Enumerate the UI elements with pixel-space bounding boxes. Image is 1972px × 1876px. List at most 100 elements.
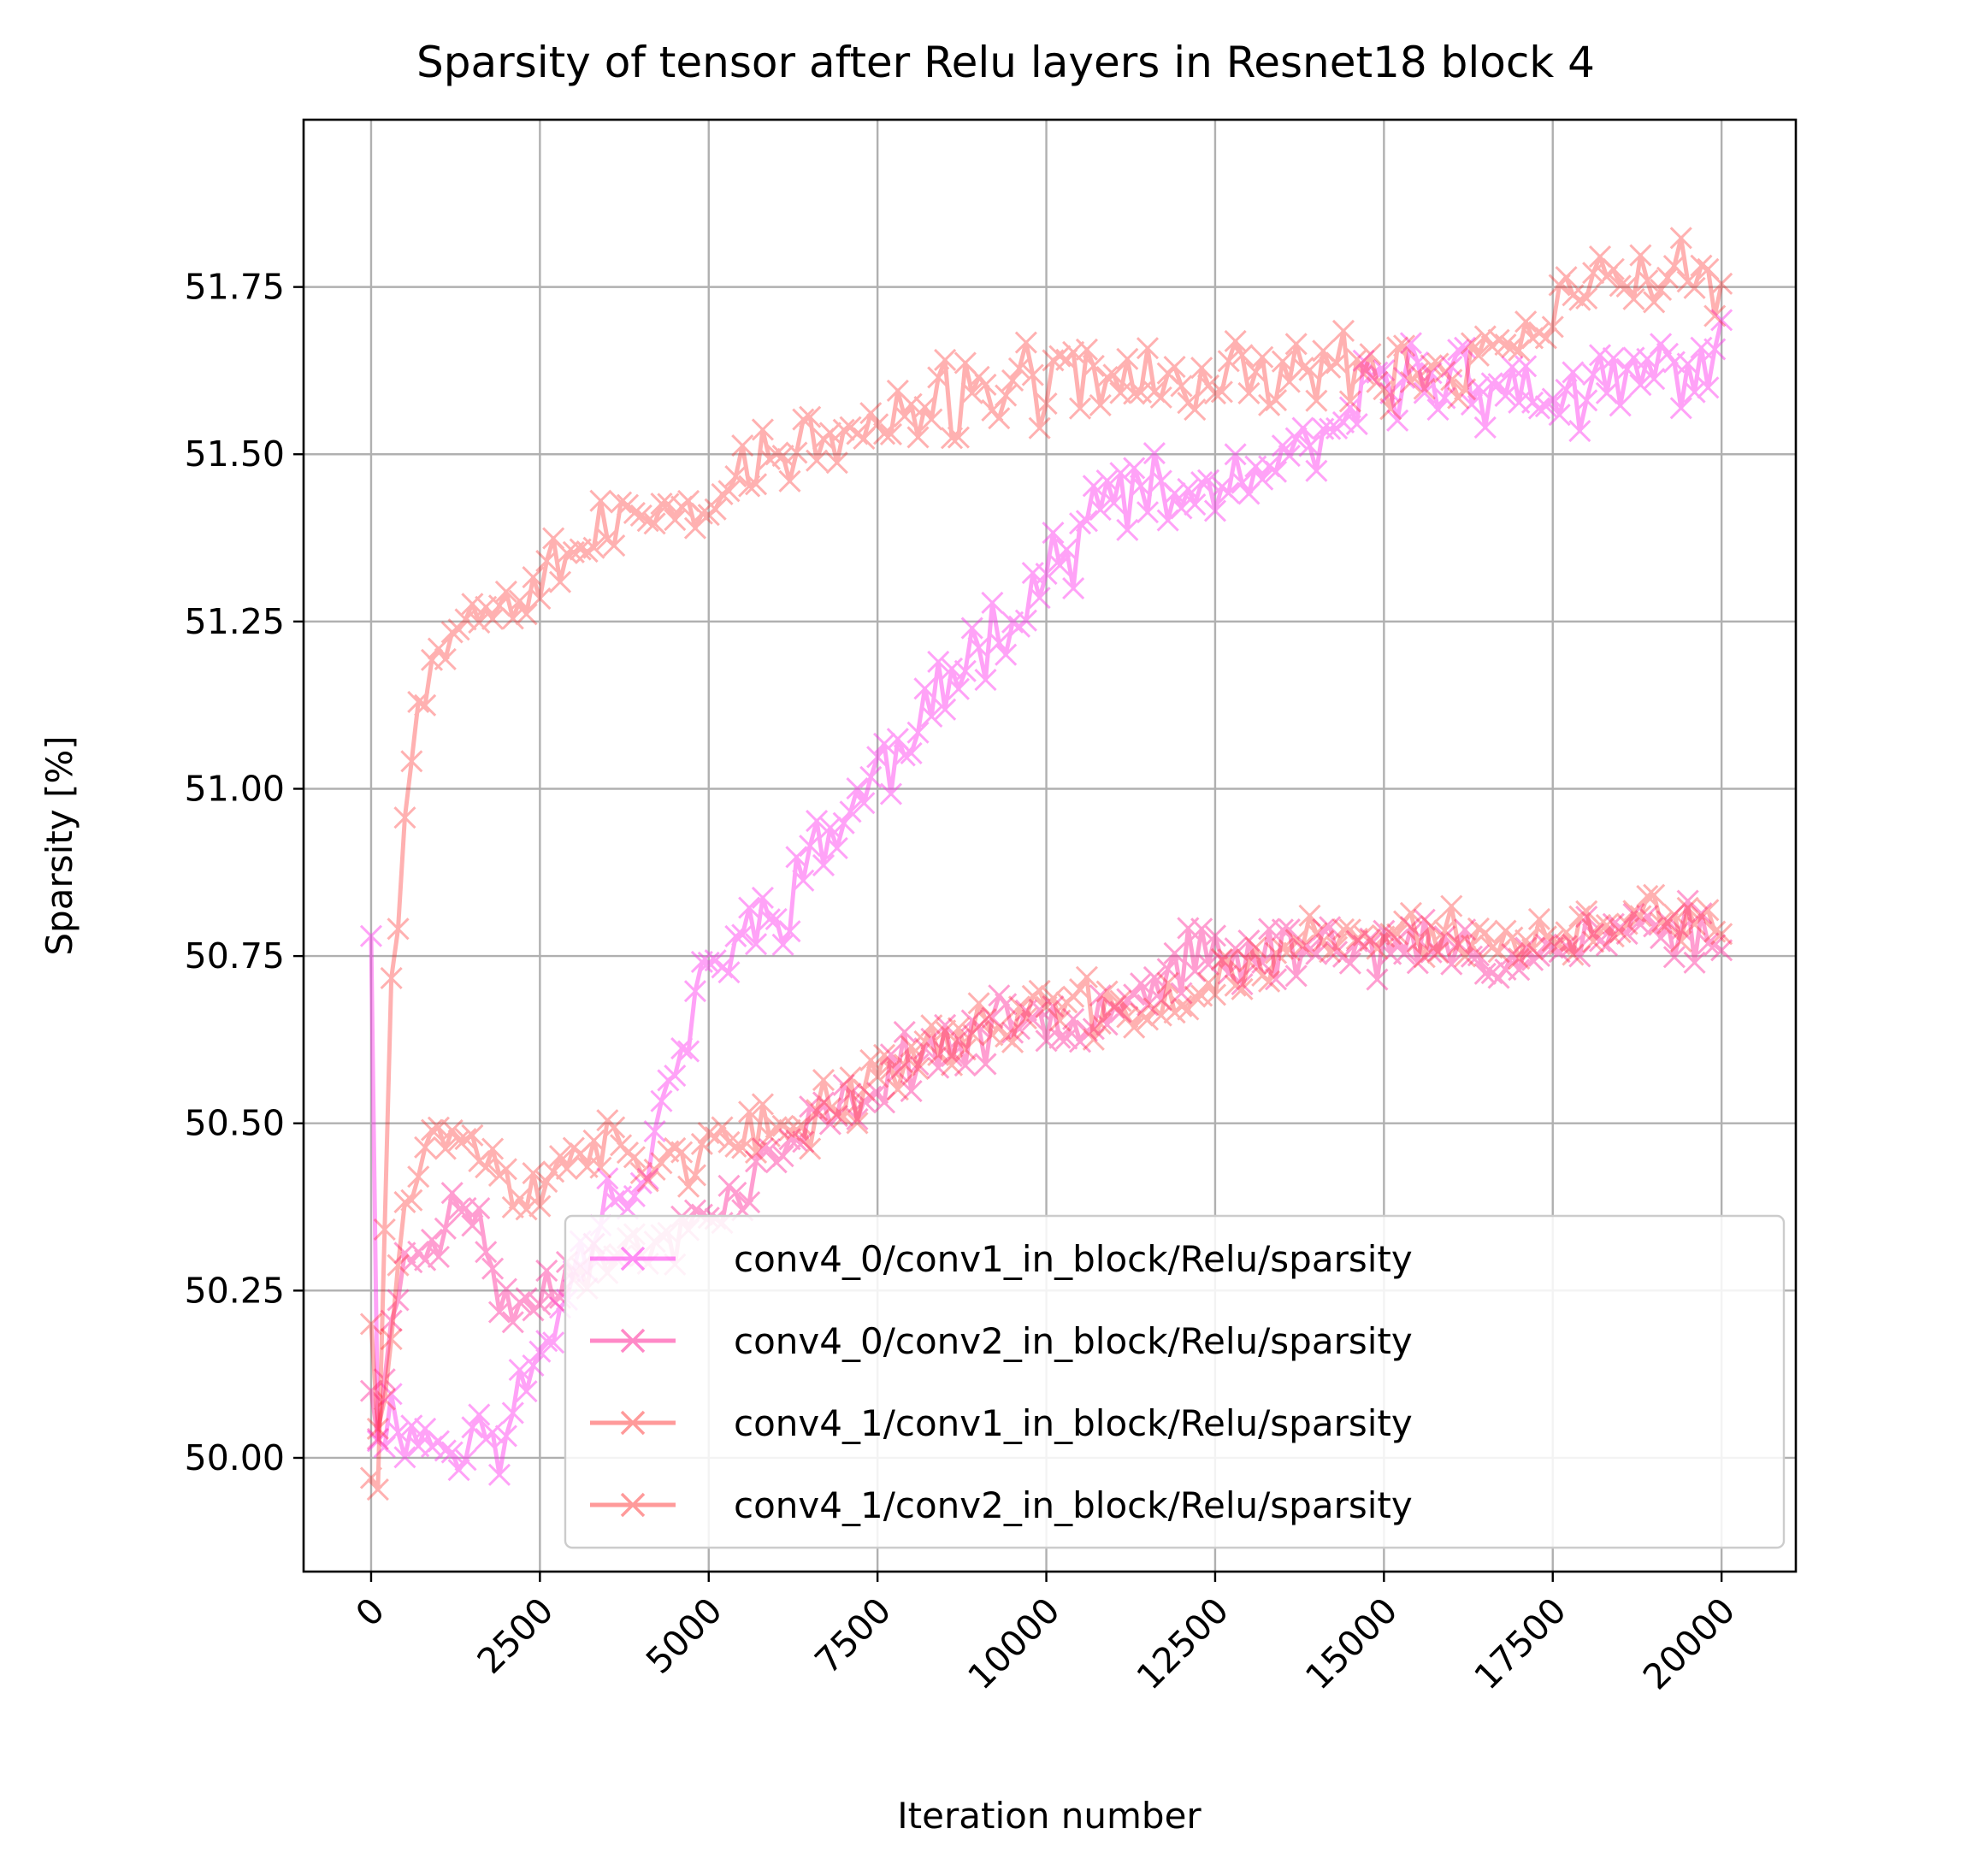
data-point-marker [1331, 410, 1355, 434]
data-point-marker [1130, 972, 1153, 995]
data-point-marker [812, 428, 835, 451]
data-point-marker [1703, 920, 1727, 943]
data-point-marker [407, 1165, 430, 1189]
data-point-marker [515, 1198, 538, 1221]
data-point-marker [475, 1241, 498, 1264]
data-point-marker [1130, 381, 1153, 404]
data-point-marker [988, 407, 1011, 430]
data-point-marker [988, 984, 1011, 1007]
data-point-marker [468, 1149, 491, 1173]
data-point-marker [494, 580, 517, 604]
data-point-marker [934, 698, 957, 721]
data-point-marker [1102, 995, 1125, 1018]
data-point-marker [744, 933, 768, 956]
data-point-marker [981, 1024, 1004, 1047]
data-point-marker [664, 1064, 687, 1088]
data-point-marker [1669, 227, 1692, 250]
data-point-marker [1048, 345, 1072, 368]
data-point-marker [1264, 460, 1288, 483]
data-point-marker [535, 1170, 558, 1194]
data-point-marker [1345, 412, 1368, 436]
data-point-marker [1359, 929, 1382, 953]
data-point-marker [771, 1114, 794, 1137]
series-3 [359, 883, 1733, 1440]
data-point-marker [1278, 939, 1301, 962]
data-point-marker [967, 1015, 990, 1038]
data-point-marker [1190, 357, 1213, 380]
data-point-marker [1447, 339, 1470, 362]
data-point-marker [799, 405, 822, 428]
data-point-marker [380, 966, 403, 990]
data-point-marker [832, 1105, 855, 1129]
data-point-marker [1291, 937, 1314, 960]
data-point-marker [1447, 934, 1470, 957]
data-point-marker [1656, 910, 1680, 933]
data-point-marker [1291, 935, 1314, 958]
data-point-marker [1690, 254, 1713, 277]
data-point-marker [967, 365, 990, 388]
data-point-marker [947, 677, 970, 700]
data-point-marker [1643, 368, 1666, 391]
data-point-marker [1035, 1029, 1058, 1053]
data-point-marker [434, 1439, 457, 1462]
data-point-marker [778, 1128, 801, 1151]
data-point-marker [589, 1156, 612, 1179]
data-point-marker [1224, 329, 1247, 352]
data-point-marker [1527, 321, 1551, 344]
data-point-marker [1683, 381, 1706, 404]
data-point-marker [414, 1417, 437, 1440]
data-point-marker [1359, 364, 1382, 387]
data-point-marker [1149, 469, 1172, 493]
data-point-marker [778, 1118, 801, 1142]
data-point-marker [1305, 459, 1328, 482]
data-point-marker [1142, 965, 1166, 989]
data-point-marker [1244, 936, 1267, 959]
data-point-marker [440, 1118, 463, 1142]
data-point-marker [1669, 929, 1692, 953]
data-point-marker [1028, 416, 1051, 440]
data-point-marker [724, 924, 747, 948]
data-point-marker [1116, 347, 1139, 370]
data-point-marker [704, 949, 727, 972]
data-point-marker [1643, 883, 1666, 906]
data-point-marker [1467, 944, 1490, 967]
data-point-marker [359, 1379, 383, 1402]
data-point-marker [1643, 915, 1666, 938]
data-point-marker [468, 1403, 491, 1426]
data-point-marker [1075, 965, 1098, 988]
data-point-marker [1683, 951, 1706, 974]
data-point-marker [927, 366, 950, 389]
data-point-marker [1588, 344, 1612, 367]
data-point-marker [1520, 948, 1544, 971]
data-point-marker [1359, 927, 1382, 950]
data-point-marker [778, 920, 801, 943]
data-point-marker [1501, 335, 1524, 358]
data-point-marker [1345, 929, 1368, 953]
data-point-marker [1345, 348, 1368, 371]
data-point-marker [1338, 390, 1361, 413]
data-point-marker [1264, 968, 1288, 991]
data-point-marker [1527, 397, 1551, 420]
data-point-marker [1258, 393, 1281, 416]
data-point-marker [1130, 1002, 1153, 1025]
series-line [369, 235, 1724, 1492]
data-point-marker [697, 1121, 720, 1145]
data-point-marker [1102, 492, 1125, 515]
data-point-marker [1494, 958, 1517, 981]
data-point-marker [1447, 931, 1470, 955]
legend-label: conv4_0/conv2_in_block/Relu/sparsity [734, 1320, 1413, 1362]
data-point-marker [960, 616, 983, 640]
data-point-marker [1480, 936, 1503, 959]
series-line [369, 893, 1722, 1431]
data-point-marker [711, 956, 734, 979]
data-point-marker [427, 637, 450, 660]
data-point-marker [711, 1116, 734, 1139]
data-point-marker [487, 594, 511, 617]
data-point-marker [1454, 378, 1477, 401]
data-point-marker [440, 1182, 463, 1205]
data-point-marker [927, 650, 950, 674]
data-point-marker [1690, 902, 1713, 925]
data-point-marker [859, 402, 883, 425]
data-point-marker [1231, 977, 1254, 1000]
data-point-marker [650, 493, 673, 516]
